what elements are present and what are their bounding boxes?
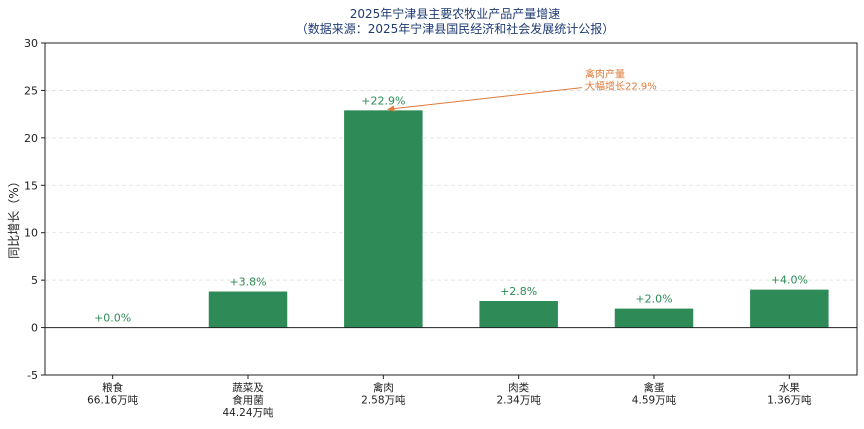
x-tick-label-line: 2.58万吨	[361, 394, 406, 407]
x-tick-label-line: 肉类	[508, 381, 529, 394]
y-axis-label: 同比增长（%）	[7, 175, 21, 258]
y-tick-label: 5	[31, 274, 38, 287]
annotation-arrowhead	[387, 105, 395, 112]
x-tick-label-line: 66.16万吨	[87, 394, 139, 407]
x-tick-label: 禽蛋 4.59万吨	[632, 381, 677, 407]
data-label: +4.0%	[771, 274, 808, 287]
y-tick-label: 10	[24, 227, 38, 240]
plot-frame	[44, 42, 858, 376]
x-tick-label: 禽肉 2.58万吨	[361, 381, 406, 407]
bar	[614, 308, 694, 328]
data-label: +2.8%	[500, 285, 537, 298]
y-tick-label: 30	[24, 37, 38, 50]
x-tick-label: 粮食 66.16万吨	[87, 381, 139, 407]
data-label: +3.8%	[229, 276, 266, 289]
x-tick-label-line: 1.36万吨	[767, 394, 812, 407]
x-tick-label-line: 4.59万吨	[632, 394, 677, 407]
chart-subtitle: （数据来源：2025年宁津县国民经济和社会发展统计公报）	[296, 21, 615, 36]
annotation-text-line2: 大幅增长22.9%	[585, 80, 657, 93]
chart-title: 2025年宁津县主要农牧业产品产量增速	[350, 6, 561, 21]
data-label: +2.0%	[635, 293, 672, 306]
x-tick-label-line: 食用菌	[232, 394, 264, 407]
bar	[479, 301, 558, 328]
annotation-text-line1: 禽肉产量	[585, 68, 625, 81]
x-tick-label-line: 禽蛋	[644, 381, 665, 394]
y-tick-label: 0	[31, 322, 38, 335]
y-tick-label: 15	[24, 179, 38, 192]
x-tick-label: 蔬菜及食用菌 44.24万吨	[222, 382, 274, 419]
x-tick-label-line: 44.24万吨	[222, 406, 274, 419]
x-tick-label: 肉类 2.34万吨	[496, 381, 541, 407]
y-tick-label: -5	[27, 369, 38, 382]
bars	[208, 110, 829, 328]
grid	[45, 42, 857, 376]
data-labels: +0.0% +3.8% +22.9% +2.8% +2.0% +4.0%	[94, 94, 808, 324]
bar	[344, 110, 423, 328]
bar	[208, 291, 288, 328]
x-tick-label-line: 粮食	[102, 381, 123, 394]
x-tick-label-line: 水果	[779, 382, 800, 394]
x-tick-label-line: 蔬菜及	[232, 382, 264, 394]
x-tick-label: 水果 1.36万吨	[767, 382, 812, 407]
x-tick-label-line: 2.34万吨	[496, 394, 541, 407]
data-label: +22.9%	[361, 94, 405, 107]
y-tick-label: 20	[24, 132, 38, 145]
data-label: +0.0%	[94, 312, 131, 325]
annotation-arrow	[387, 87, 583, 110]
y-tick-label: 25	[24, 84, 38, 97]
x-tick-label-line: 禽肉	[373, 381, 394, 394]
bar	[750, 289, 829, 328]
